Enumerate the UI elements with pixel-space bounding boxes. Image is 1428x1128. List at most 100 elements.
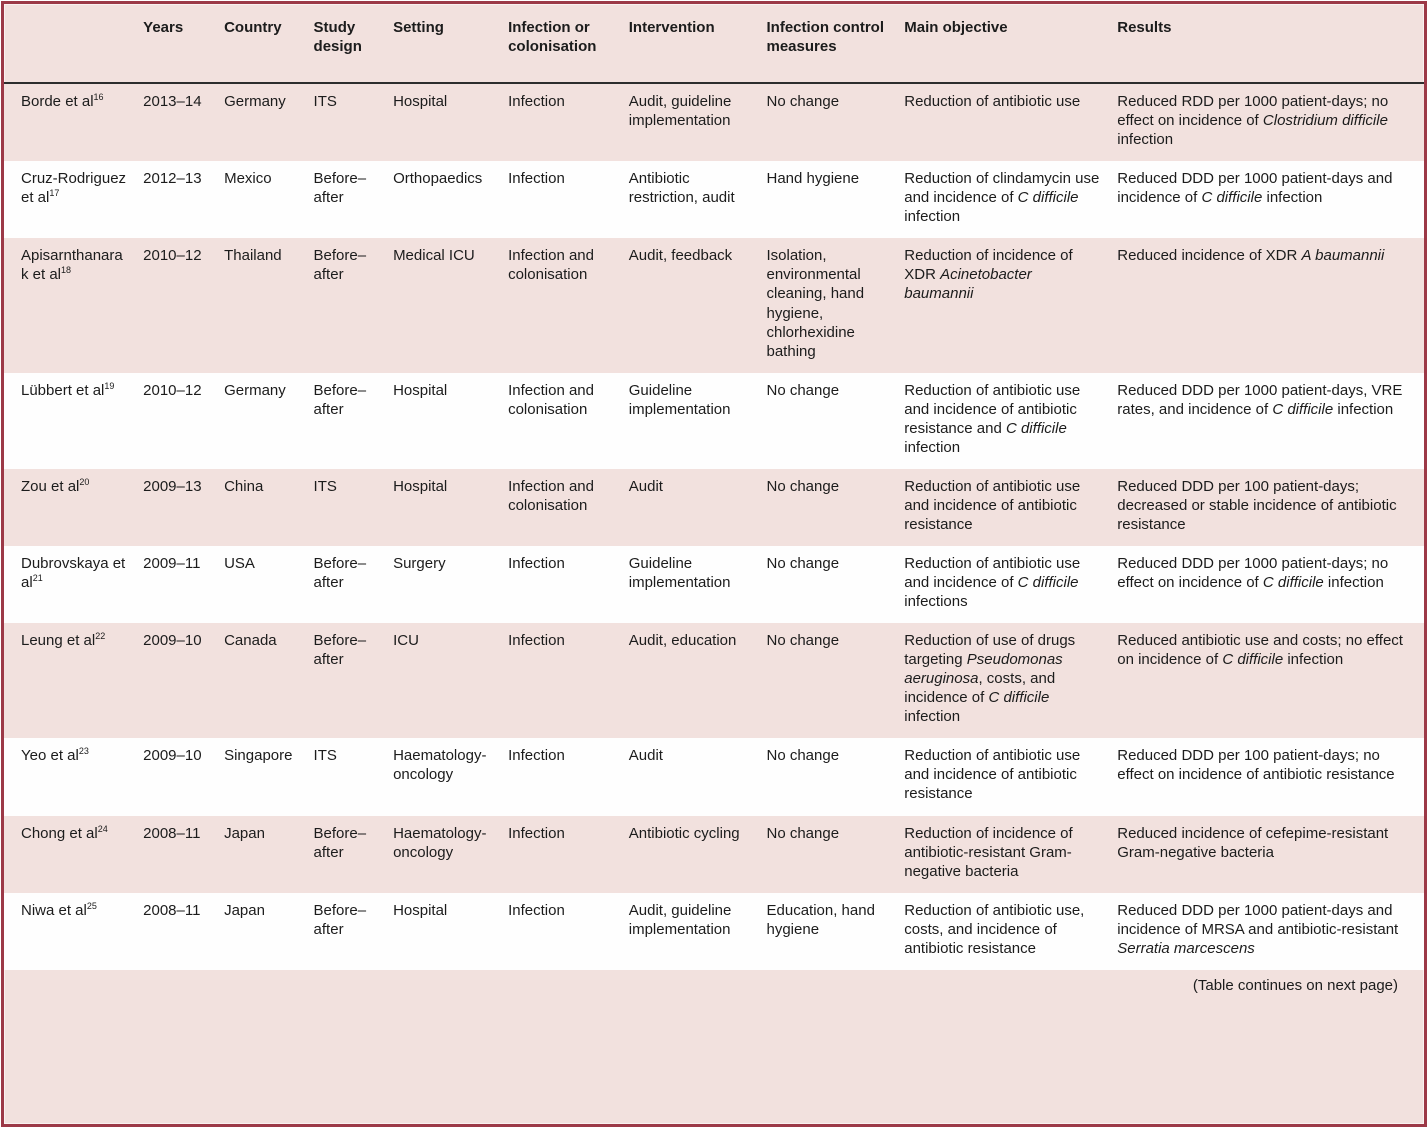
cell-intervention: Antibiotic cycling: [628, 824, 740, 842]
cell-infection: Infection: [508, 554, 565, 572]
cell-intervention: Guideline implementation: [628, 381, 731, 418]
cell-intervention: Audit, guideline implementation: [628, 93, 732, 130]
cell-years: 2009–13: [143, 477, 202, 495]
cell-control: No change: [766, 381, 840, 399]
cell-design: ITS: [313, 93, 337, 111]
cell-design: Before–after: [313, 901, 367, 938]
cell-control: Education, hand hygiene: [766, 901, 875, 938]
cell-infection: Infection: [508, 632, 565, 650]
cell-setting: Medical ICU: [393, 247, 475, 265]
cell-objective: Reduction of incidence of XDR Acinetobac…: [904, 247, 1073, 303]
cell-years: 2010–12: [143, 247, 202, 265]
cell-study: Zou et al20: [21, 476, 90, 495]
cell-control: No change: [766, 747, 840, 765]
cell-results: Reduced antibiotic use and costs; no eff…: [1117, 632, 1403, 669]
cell-intervention: Guideline implementation: [628, 554, 731, 592]
cell-infection: Infection and colonisation: [508, 381, 594, 418]
cell-years: 2009–10: [143, 632, 202, 650]
cell-design: ITS: [313, 477, 337, 495]
table-row: Dubrovskaya et al21 2009–11 USA Before–afte…: [4, 545, 1424, 624]
cell-results: Reduced DDD per 1000 patient-days and in…: [1117, 170, 1393, 207]
studies-table: Years Country Study design Setting Infection…: [4, 4, 1424, 970]
table-continues-note: (Table continues on next page): [1192, 976, 1398, 994]
cell-setting: Hospital: [393, 93, 448, 111]
cell-infection: Infection: [508, 93, 565, 111]
cell-infection: Infection and colonisation: [508, 247, 594, 284]
cell-years: 2008–11: [143, 901, 201, 919]
table-row: Chong et al24 2008–11 Japan Before–after Hae…: [4, 815, 1424, 893]
cell-objective: Reduction of antibiotic use and incidenc…: [904, 477, 1081, 533]
cell-setting: Haematology-oncology: [393, 824, 487, 861]
cell-infection: Infection: [508, 747, 565, 765]
cell-country: Japan: [224, 901, 265, 919]
table-header-row: Years Country Study design Setting Infection…: [4, 4, 1424, 85]
cell-design: Before–after: [313, 824, 367, 861]
cell-country: Canada: [224, 632, 277, 650]
cell-years: 2012–13: [143, 170, 202, 188]
cell-results: Reduced DDD per 100 patient-days; no eff…: [1117, 747, 1395, 784]
table-row: Apisarnthanarak et al18 2010–12 Thailand Be…: [4, 238, 1424, 373]
cell-setting: ICU: [393, 632, 419, 650]
cell-design: Before–after: [313, 170, 367, 207]
cell-study: Leung et al22: [21, 631, 106, 650]
table-row: Zou et al20 2009–13 China ITS Hospital Infect…: [4, 468, 1424, 546]
column-header: [4, 4, 144, 85]
cell-results: Reduced RDD per 1000 patient-days; no ef…: [1117, 93, 1389, 149]
cell-intervention: Audit: [628, 747, 663, 765]
cell-country: Mexico: [224, 170, 272, 188]
cell-design: Before–after: [313, 632, 367, 669]
table-row: Leung et al22 2009–10 Canada Before–after IC…: [4, 623, 1424, 739]
cell-control: No change: [766, 93, 840, 111]
bottom-filler: [4, 994, 1424, 1124]
cell-objective: Reduction of antibiotic use and incidenc…: [904, 554, 1081, 611]
cell-results: Reduced DDD per 1000 patient-days, VRE r…: [1117, 381, 1403, 418]
cell-results: Reduced DDD per 1000 patient-days and in…: [1117, 901, 1399, 957]
cell-control: No change: [766, 632, 840, 650]
cell-years: 2013–14: [143, 93, 202, 111]
cell-country: China: [224, 477, 264, 495]
cell-years: 2010–12: [143, 381, 202, 399]
column-header: Results: [1117, 4, 1424, 85]
cell-study: Apisarnthanarak et al18: [21, 247, 123, 284]
cell-study: Borde et al16: [21, 92, 104, 111]
cell-years: 2008–11: [143, 824, 201, 842]
cell-infection: Infection: [508, 901, 565, 919]
cell-intervention: Audit, feedback: [628, 247, 733, 265]
cell-intervention: Audit, education: [628, 632, 737, 650]
cell-control: Hand hygiene: [766, 170, 860, 188]
column-header: Study design: [313, 4, 394, 85]
cell-setting: Hospital: [393, 901, 448, 919]
cell-control: Isolation, environmental cleaning, hand …: [766, 247, 865, 360]
column-header: Main objective: [904, 4, 1118, 85]
cell-study: Cruz-Rodriguez et al17: [21, 170, 127, 207]
cell-intervention: Audit, guideline implementation: [628, 901, 732, 938]
column-header: Setting: [393, 4, 509, 85]
cell-country: USA: [224, 554, 255, 572]
cell-infection: Infection: [508, 824, 565, 842]
cell-intervention: Audit: [628, 477, 663, 495]
cell-years: 2009–10: [143, 747, 202, 765]
table-row: Borde et al16 2013–14 Germany ITS Hospital In…: [4, 83, 1424, 162]
cell-design: ITS: [313, 747, 337, 765]
column-header: Infection control measures: [766, 4, 905, 85]
table-row: Cruz-Rodriguez et al17 2012–13 Mexico Befor…: [4, 161, 1424, 239]
cell-setting: Haematology-oncology: [393, 747, 487, 784]
cell-control: No change: [766, 554, 840, 572]
cell-infection: Infection and colonisation: [508, 477, 594, 514]
cell-objective: Reduction of antibiotic use, costs, and …: [904, 901, 1085, 957]
cell-study: Yeo et al23: [21, 746, 89, 765]
column-header: Intervention: [628, 4, 767, 85]
cell-objective: Reduction of use of drugs targeting Pseu…: [904, 632, 1076, 726]
column-header: Country: [224, 4, 314, 85]
cell-study: Niwa et al25: [21, 900, 97, 919]
cell-setting: Orthopaedics: [393, 170, 483, 188]
cell-design: Before–after: [313, 554, 367, 592]
cell-objective: Reduction of antibiotic use and incidenc…: [904, 381, 1081, 456]
cell-study: Dubrovskaya et al21: [21, 554, 126, 592]
cell-results: Reduced incidence of cefepime-resistant …: [1117, 824, 1389, 861]
cell-intervention: Antibiotic restriction, audit: [628, 170, 735, 207]
cell-control: No change: [766, 824, 840, 842]
table-row: Yeo et al23 2009–10 Singapore ITS Haematolog…: [4, 738, 1424, 816]
cell-country: Germany: [224, 381, 286, 399]
column-header: Infection or colonisation: [508, 4, 629, 85]
